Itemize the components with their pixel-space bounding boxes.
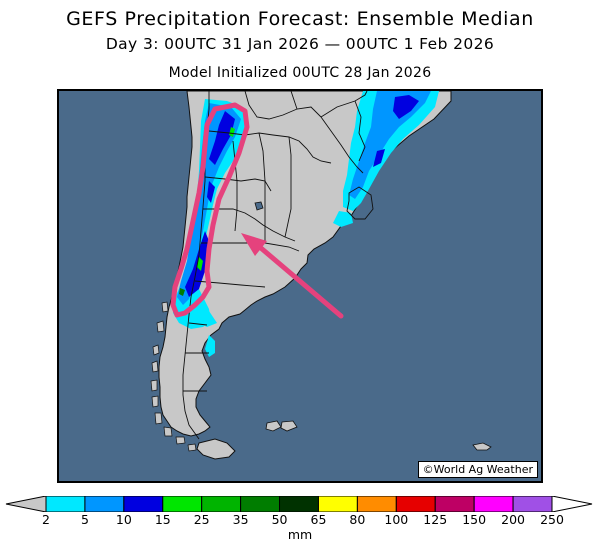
colorbar-cell bbox=[45, 496, 86, 512]
colorbar-units: mm bbox=[287, 527, 313, 542]
colorbar bbox=[5, 496, 593, 512]
colorbar-tick-label: 5 bbox=[80, 512, 89, 527]
colorbar-tick-label: 10 bbox=[115, 512, 132, 527]
colorbar-cell bbox=[279, 496, 319, 512]
colorbar-tick-label: 150 bbox=[462, 512, 487, 527]
lake bbox=[254, 201, 264, 211]
map-title: GEFS Precipitation Forecast: Ensemble Me… bbox=[66, 8, 534, 30]
colorbar-over-triangle bbox=[551, 496, 593, 512]
tierra-del-fuego bbox=[196, 438, 236, 460]
south-georgia bbox=[472, 442, 492, 451]
map-canvas bbox=[59, 91, 541, 481]
falkland-islands bbox=[265, 420, 298, 432]
colorbar-cell bbox=[123, 496, 164, 512]
credit-label: ©World Ag Weather bbox=[417, 461, 538, 478]
chile-islands bbox=[150, 301, 197, 452]
colorbar-tick-label: 25 bbox=[193, 512, 210, 527]
model-initialized: Model Initialized 00UTC 28 Jan 2026 bbox=[168, 65, 432, 81]
colorbar-tick-label: 200 bbox=[501, 512, 525, 527]
colorbar-cell bbox=[512, 496, 553, 512]
colorbar-tick-label: 80 bbox=[349, 512, 366, 527]
colorbar-cell bbox=[473, 496, 514, 512]
colorbar-cell bbox=[201, 496, 242, 512]
colorbar-cell bbox=[356, 496, 397, 512]
forecast-period: Day 3: 00UTC 31 Jan 2026 — 00UTC 1 Feb 2… bbox=[105, 35, 495, 53]
highlight-outline bbox=[170, 102, 250, 318]
colorbar-cell bbox=[395, 496, 436, 512]
colorbar-tick-label: 2 bbox=[42, 512, 50, 527]
colorbar-cell bbox=[162, 496, 203, 512]
colorbar-tick-label: 65 bbox=[310, 512, 327, 527]
colorbar-cell bbox=[317, 496, 358, 512]
precip-andes bbox=[173, 99, 247, 357]
landmass bbox=[158, 91, 452, 437]
colorbar-under-triangle bbox=[5, 496, 47, 512]
colorbar-tick-label: 250 bbox=[540, 512, 564, 527]
precipitation-map: ©World Ag Weather bbox=[57, 89, 543, 483]
colorbar-tick-label: 100 bbox=[384, 512, 409, 527]
colorbar-tick-label: 35 bbox=[232, 512, 249, 527]
colorbar-cell bbox=[434, 496, 475, 512]
colorbar-tick-label: 125 bbox=[423, 512, 448, 527]
colorbar-tick-label: 15 bbox=[154, 512, 171, 527]
highlight-arrow bbox=[241, 233, 344, 319]
colorbar-cell bbox=[84, 496, 125, 512]
colorbar-tick-label: 50 bbox=[271, 512, 288, 527]
colorbar-cell bbox=[240, 496, 281, 512]
